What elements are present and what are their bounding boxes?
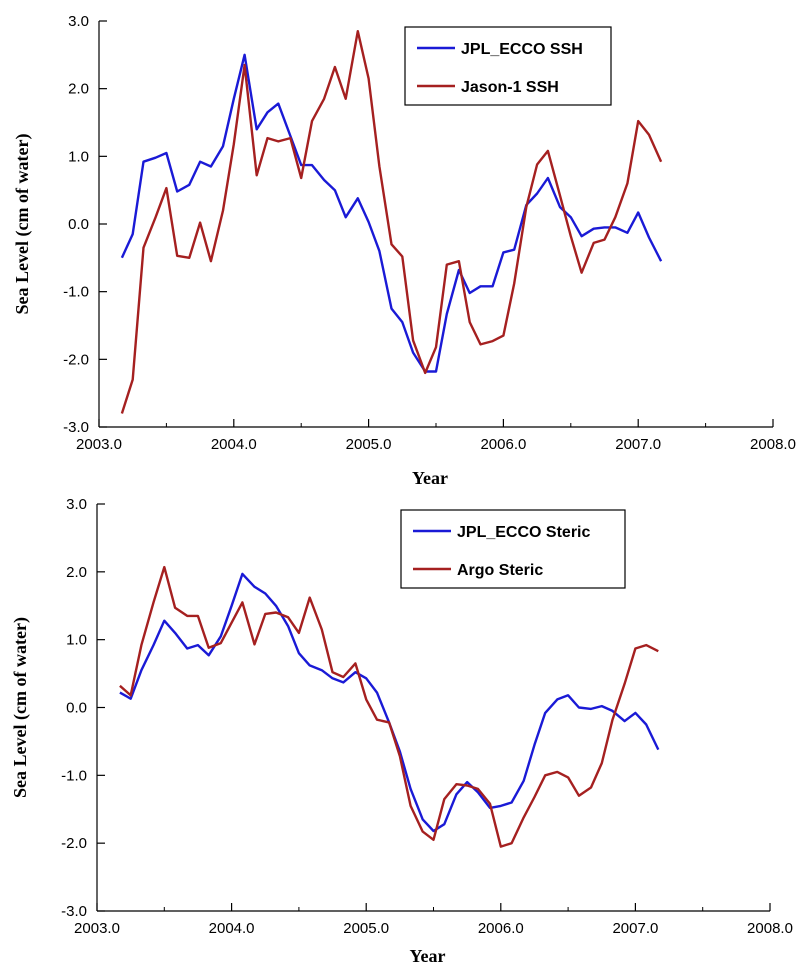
- x-tick-label: 2005.0: [343, 920, 389, 937]
- y-tick-label: -3.0: [61, 903, 87, 920]
- x-tick-label: 2007.0: [615, 436, 661, 453]
- y-tick-label: -2.0: [61, 835, 87, 852]
- x-tick-label: 2004.0: [211, 436, 257, 453]
- y-tick-label: -3.0: [63, 419, 89, 436]
- legend-box: [404, 26, 612, 106]
- legend-entry: Argo Steric: [457, 562, 543, 579]
- y-tick-label: -1.0: [63, 284, 89, 301]
- y-tick-label: 0.0: [68, 216, 89, 233]
- x-axis-label: Year: [410, 946, 446, 966]
- y-tick-label: 1.0: [66, 632, 87, 649]
- x-tick-label: 2003.0: [74, 920, 120, 937]
- y-tick-label: 3.0: [66, 496, 87, 513]
- series-line-2: [120, 30, 663, 414]
- chart-panel-1: -3.0 -2.0 -1.0 0.0 1.0 2.0 3.0 2003.0 2004.0 2005…: [12, 13, 796, 488]
- y-tick-label: 0.0: [66, 700, 87, 717]
- legend-entry: JPL_ECCO SSH: [461, 41, 583, 58]
- legend: JPL_ECCO SSH Jason-1 SSH: [404, 26, 612, 106]
- x-tick-label: 2007.0: [612, 920, 658, 937]
- y-tick-label: -2.0: [63, 351, 89, 368]
- y-tick-label: 2.0: [68, 81, 89, 98]
- y-axis-label: Sea Level (cm of water): [12, 134, 33, 315]
- legend: JPL_ECCO Steric Argo Steric: [400, 509, 626, 589]
- x-tick-label: 2006.0: [478, 920, 524, 937]
- x-tick-label: 2008.0: [750, 436, 796, 453]
- y-axis-label: Sea Level (cm of water): [10, 617, 31, 798]
- x-axis-label: Year: [412, 468, 448, 488]
- series-line-1: [120, 53, 663, 373]
- y-tick-label: 1.0: [68, 148, 89, 165]
- x-tick-label: 2008.0: [747, 920, 793, 937]
- x-tick-label: 2003.0: [76, 436, 122, 453]
- legend-box: [400, 509, 626, 589]
- y-tick-label: 3.0: [68, 13, 89, 30]
- chart-panel-2: -3.0 -2.0 -1.0 0.0 1.0 2.0 3.0 2003.0 2004.0 2005…: [10, 496, 793, 966]
- legend-entry: JPL_ECCO Steric: [457, 524, 590, 541]
- x-tick-label: 2005.0: [346, 436, 392, 453]
- legend-entry: Jason-1 SSH: [461, 79, 559, 96]
- series-line-2: [119, 565, 659, 848]
- x-tick-label: 2006.0: [480, 436, 526, 453]
- y-tick-label: -1.0: [61, 767, 87, 784]
- x-tick-label: 2004.0: [209, 920, 255, 937]
- y-tick-label: 2.0: [66, 564, 87, 581]
